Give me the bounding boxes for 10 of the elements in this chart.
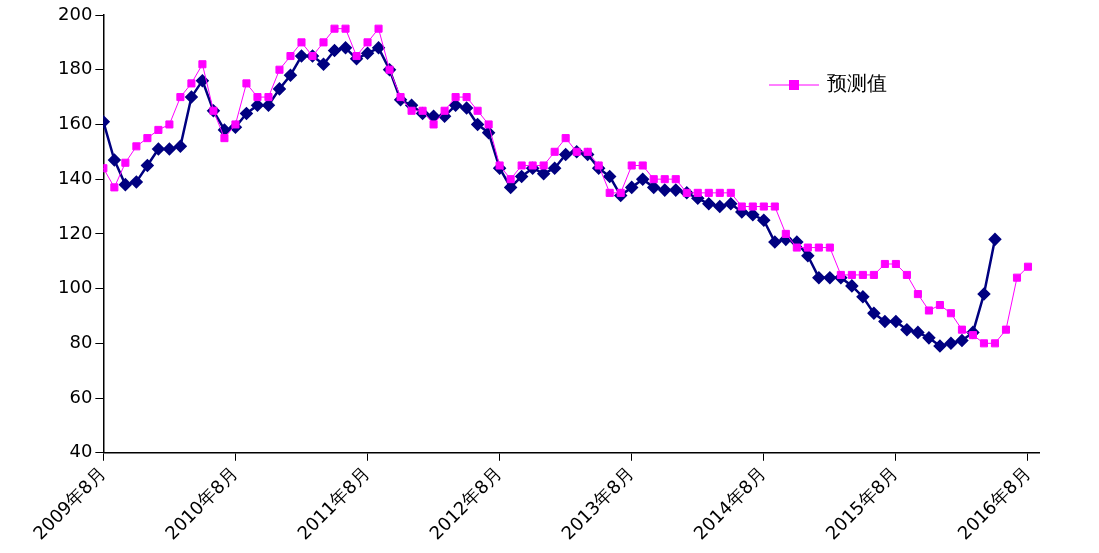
y-tick-label: 60 bbox=[69, 385, 93, 407]
y-tick-label: 160 bbox=[58, 112, 93, 134]
y-tick-label: 80 bbox=[69, 331, 93, 353]
y-tick-label: 100 bbox=[58, 276, 93, 298]
legend-label: 预测值 bbox=[827, 71, 887, 96]
y-tick-label: 40 bbox=[69, 440, 93, 462]
y-tick-label: 140 bbox=[58, 166, 93, 188]
y-tick-label: 180 bbox=[58, 57, 93, 79]
y-tick-label: 200 bbox=[58, 2, 93, 24]
y-tick-label: 120 bbox=[58, 221, 93, 243]
